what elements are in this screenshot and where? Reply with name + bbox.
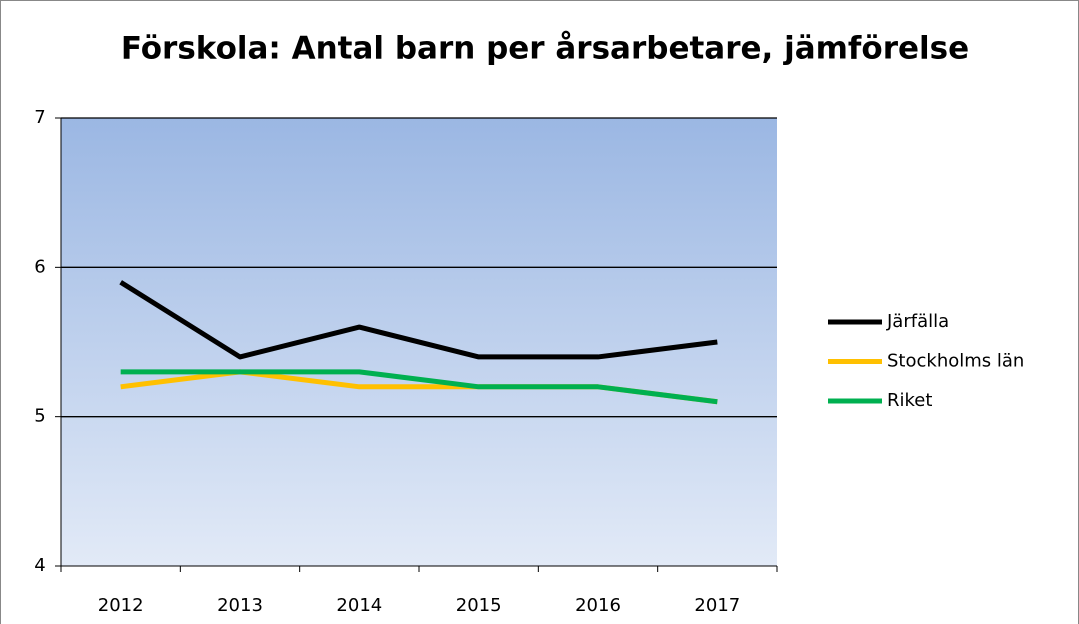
y-tick-label: 6 bbox=[34, 256, 45, 277]
x-tick-label: 2015 bbox=[456, 595, 502, 616]
chart-title: Förskola: Antal barn per årsarbetare, jä… bbox=[121, 31, 969, 67]
legend-label: Järfälla bbox=[886, 311, 949, 332]
x-tick-label: 2014 bbox=[336, 595, 382, 616]
series-line bbox=[119, 280, 718, 360]
series-line bbox=[120, 369, 718, 405]
x-tick-label: 2012 bbox=[98, 595, 144, 616]
y-tick-label: 4 bbox=[34, 555, 45, 576]
legend-label: Riket bbox=[887, 390, 932, 411]
y-tick-label: 5 bbox=[34, 406, 45, 427]
x-tick-label: 2013 bbox=[217, 595, 263, 616]
y-tick-label: 7 bbox=[34, 107, 45, 128]
legend-label: Stockholms län bbox=[887, 351, 1024, 372]
x-tick-label: 2017 bbox=[694, 595, 740, 616]
x-tick-label: 2016 bbox=[575, 595, 621, 616]
